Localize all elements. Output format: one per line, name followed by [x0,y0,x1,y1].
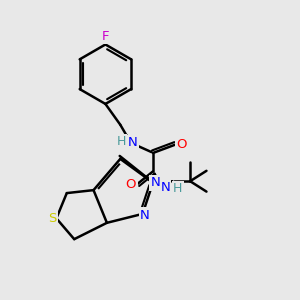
Text: O: O [126,178,136,191]
Text: H: H [116,136,126,148]
Text: N: N [140,209,150,222]
Text: S: S [49,212,57,225]
Text: F: F [102,30,109,43]
Text: O: O [177,138,187,151]
Text: N: N [160,181,170,194]
Text: N: N [128,136,138,149]
Text: H: H [173,182,182,195]
Text: N: N [151,176,160,189]
